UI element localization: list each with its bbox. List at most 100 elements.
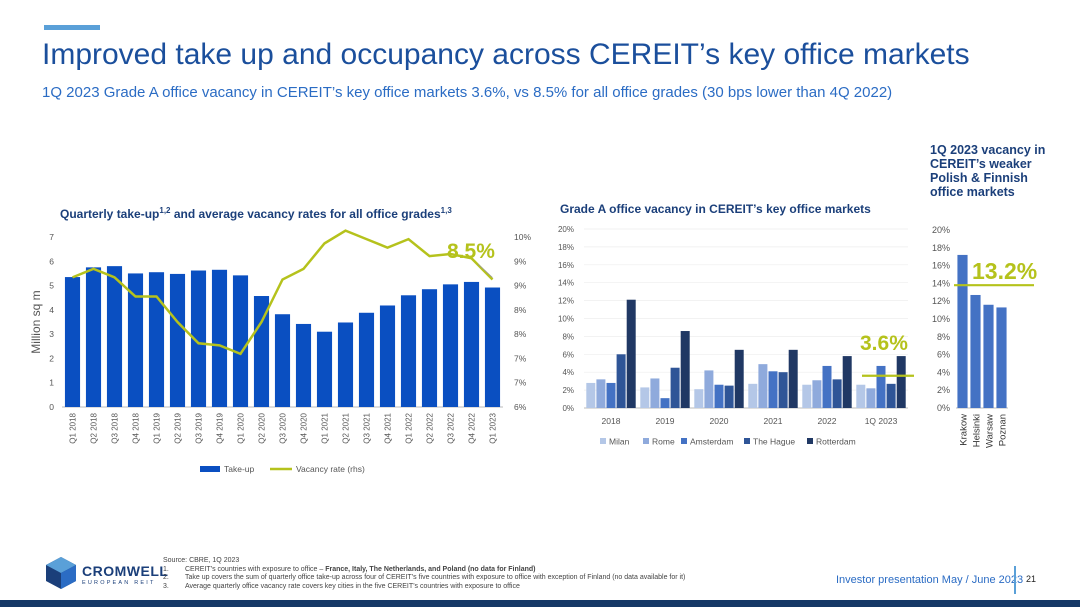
takeup-callout-value: 8.5% [447,240,495,263]
takeup-y-tick: 2 [49,353,54,363]
takeup-chart-title: Quarterly take-up1,2 and average vacancy… [60,206,452,221]
takeup-bar [64,277,81,407]
logo-name: CROMWELL [82,563,169,579]
gradea-bar [748,383,758,408]
pl-fi-callout-value: 13.2% [972,258,1037,284]
gradea-legend-swatch [807,438,813,444]
takeup-y-axis-label: Million sq m [29,290,43,353]
takeup-x-tick: Q2 2021 [342,412,351,443]
takeup-x-tick: Q1 2019 [153,412,162,443]
takeup-bar [463,281,480,407]
takeup-y2-tick: 10% [514,232,531,242]
pl-fi-bar [983,304,994,408]
gradea-y-tick: 0% [562,404,574,413]
gradea-bar [832,379,842,408]
takeup-y2-tick: 6% [514,402,527,412]
takeup-bar [442,284,459,407]
takeup-y-tick: 7 [49,232,54,242]
source-line: Source: CBRE, 1Q 2023 [163,557,240,564]
takeup-x-tick: Q3 2019 [195,412,204,443]
gradea-x-tick: 1Q 2023 [865,416,898,426]
gradea-bar [886,383,896,408]
legend-takeup-swatch [200,466,220,472]
gradea-bar [616,354,626,408]
gradea-legend-label: Rome [652,437,675,447]
gradea-y-tick: 14% [558,279,574,288]
pl-fi-y-tick: 18% [932,243,950,253]
page-subtitle: 1Q 2023 Grade A office vacancy in CEREIT… [42,84,893,101]
gradea-bar [842,356,852,408]
pl-fi-x-tick: Helsinki [972,414,983,447]
gradea-legend-swatch [600,438,606,444]
gradea-bar [778,372,788,408]
footer-sources: Source: CBRE, 1Q 2023 1. CEREIT’s countri… [163,557,685,591]
takeup-x-tick: Q2 2019 [174,412,183,443]
takeup-x-tick: Q1 2018 [69,412,78,443]
takeup-x-tick: Q3 2020 [279,412,288,443]
gradea-bar [660,398,670,408]
takeup-x-tick: Q1 2020 [237,412,246,443]
footer-note-number: 1. [163,565,169,573]
gradea-y-tick: 20% [558,225,574,234]
gradea-bar [670,367,680,408]
gradea-callout-value: 3.6% [860,332,908,355]
footer-note-text: Average quarterly office vacancy rate co… [185,582,520,590]
page-title: Improved take up and occupancy across CE… [42,38,970,71]
pl-fi-bar [996,307,1007,408]
takeup-y-tick: 3 [49,329,54,339]
takeup-x-tick: Q3 2018 [111,412,120,443]
takeup-x-tick: Q4 2022 [468,412,477,443]
gradea-bar [768,371,778,408]
legend-vacancy-label: Vacancy rate (rhs) [296,464,365,474]
pl-fi-y-tick: 4% [937,367,950,377]
gradea-bar [626,299,636,408]
takeup-y2-tick: 7% [514,378,527,388]
gradea-bar [714,384,724,408]
footer-notes: 1. CEREIT’s countries with exposure to of… [163,566,685,592]
takeup-callout-leader [477,263,493,278]
cromwell-logo-icon [46,557,76,589]
gradea-x-tick: 2022 [818,416,837,426]
takeup-y-tick: 1 [49,378,54,388]
footer-note-text: Take up covers the sum of quarterly offi… [185,574,686,581]
gradea-y-tick: 18% [558,243,574,252]
gradea-x-tick: 2020 [710,416,729,426]
presentation-label: Investor presentation May / June 2023 [836,574,1024,586]
gradea-bar [724,385,734,408]
gradea-legend-label: The Hague [753,437,795,447]
footer-note: 2. Take up covers the sum of quarterly of… [163,574,685,583]
takeup-y-tick: 5 [49,281,54,291]
takeup-x-tick: Q4 2021 [384,412,393,443]
takeup-bar [127,273,144,407]
takeup-x-tick: Q1 2023 [489,412,498,443]
pl-fi-x-tick: Krakow [959,414,970,446]
takeup-x-tick: Q4 2018 [132,412,141,443]
gradea-bar [876,365,886,408]
takeup-x-tick: Q4 2020 [300,412,309,443]
footer-note-bold: France, Italy, The Netherlands, and Pola… [325,565,536,573]
gradea-x-tick: 2018 [602,416,621,426]
takeup-bar [316,331,333,407]
takeup-bar [211,269,228,407]
takeup-y2-tick: 8% [514,329,527,339]
takeup-bar [337,322,354,407]
gradea-bar [788,349,798,408]
gradea-y-tick: 4% [562,368,574,377]
page-number: 21 [1026,574,1037,584]
footer-note-number: 3. [163,582,169,590]
takeup-title-sup2: 1,3 [440,206,452,215]
takeup-x-tick: Q4 2019 [216,412,225,443]
gradea-legend-swatch [643,438,649,444]
gradea-x-tick: 2021 [764,416,783,426]
grade-a-chart-title: Grade A office vacancy in CEREIT’s key o… [560,202,871,216]
gradea-y-tick: 16% [558,261,574,270]
gradea-x-tick: 2019 [656,416,675,426]
gradea-bar [680,331,690,408]
takeup-y2-tick: 9% [514,281,527,291]
takeup-y2-tick: 7% [514,353,527,363]
gradea-bar [586,382,596,408]
takeup-bar [295,323,312,407]
footer-note-text: CEREIT’s countries with exposure to offi… [185,565,326,573]
gradea-bar [812,380,822,408]
